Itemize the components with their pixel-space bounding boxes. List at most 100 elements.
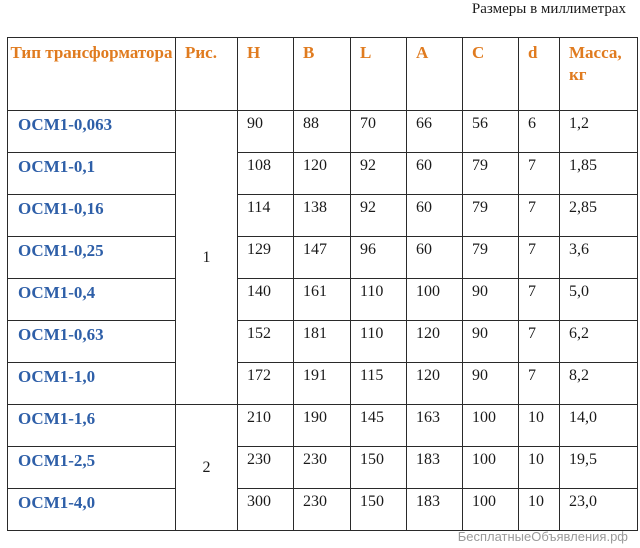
cell-l: 110 [350, 278, 407, 321]
cell-c: 90 [462, 362, 519, 405]
cell-h: 140 [237, 278, 294, 321]
cell-c: 100 [462, 404, 519, 447]
header-type: Тип трансформатора [7, 37, 176, 111]
cell-fig: 2 [175, 404, 238, 531]
table-body: ОСМ1-0,063 1 90 88 70 66 56 6 1,2 ОСМ1-0,1 108 120 9… [7, 110, 638, 531]
cell-l: 92 [350, 194, 407, 237]
cell-d: 7 [518, 236, 560, 279]
cell-c: 90 [462, 278, 519, 321]
cell-type: ОСМ1-0,4 [7, 278, 176, 321]
units-caption: Размеры в миллиметрах [471, 1, 626, 17]
cell-l: 150 [350, 488, 407, 531]
table-row: ОСМ1-2,5 230 230 150 183 100 10 19,5 [7, 446, 638, 489]
cell-d: 6 [518, 110, 560, 153]
cell-mass: 1,2 [559, 110, 638, 153]
cell-mass: 8,2 [559, 362, 638, 405]
cell-c: 100 [462, 446, 519, 489]
cell-b: 88 [293, 110, 351, 153]
cell-b: 147 [293, 236, 351, 279]
header-a: A [406, 37, 463, 111]
cell-d: 7 [518, 152, 560, 195]
header-fig: Рис. [175, 37, 238, 111]
cell-b: 230 [293, 446, 351, 489]
header-l: L [350, 37, 407, 111]
cell-a: 66 [406, 110, 463, 153]
cell-d: 10 [518, 404, 560, 447]
cell-c: 79 [462, 194, 519, 237]
table-row: ОСМ1-4,0 300 230 150 183 100 10 23,0 [7, 488, 638, 531]
cell-a: 183 [406, 488, 463, 531]
cell-type: ОСМ1-0,63 [7, 320, 176, 363]
header-mass: Масса, кг [559, 37, 638, 111]
cell-d: 7 [518, 278, 560, 321]
table-row: ОСМ1-1,6 2 210 190 145 163 100 10 14,0 [7, 404, 638, 531]
cell-type: ОСМ1-1,0 [7, 362, 176, 405]
cell-l: 110 [350, 320, 407, 363]
cell-d: 7 [518, 320, 560, 363]
table-row: ОСМ1-0,63 152 181 110 120 90 7 6,2 [7, 320, 638, 363]
cell-h: 114 [237, 194, 294, 237]
header-b: B [293, 37, 351, 111]
cell-mass: 5,0 [559, 278, 638, 321]
cell-d: 7 [518, 362, 560, 405]
cell-mass: 23,0 [559, 488, 638, 531]
cell-type: ОСМ1-2,5 [7, 446, 176, 489]
cell-h: 230 [237, 446, 294, 489]
cell-mass: 3,6 [559, 236, 638, 279]
cell-type: ОСМ1-1,6 [7, 404, 176, 447]
cell-d: 10 [518, 488, 560, 531]
cell-a: 163 [406, 404, 463, 447]
cell-b: 230 [293, 488, 351, 531]
table-row: ОСМ1-0,25 129 147 96 60 79 7 3,6 [7, 236, 638, 279]
cell-type: ОСМ1-4,0 [7, 488, 176, 531]
cell-c: 90 [462, 320, 519, 363]
dimensions-table: Тип трансформатора Рис. H B L A C d Масс… [7, 37, 638, 531]
table-row: ОСМ1-0,063 1 90 88 70 66 56 6 1,2 [7, 110, 638, 405]
cell-a: 183 [406, 446, 463, 489]
cell-h: 300 [237, 488, 294, 531]
table-row: ОСМ1-0,4 140 161 110 100 90 7 5,0 [7, 278, 638, 321]
cell-a: 120 [406, 320, 463, 363]
cell-a: 60 [406, 236, 463, 279]
cell-type: ОСМ1-0,16 [7, 194, 176, 237]
cell-l: 92 [350, 152, 407, 195]
cell-c: 56 [462, 110, 519, 153]
watermark: БесплатныеОбъявления.рф [457, 529, 628, 544]
header-h: H [237, 37, 294, 111]
cell-h: 210 [237, 404, 294, 447]
cell-h: 172 [237, 362, 294, 405]
cell-c: 79 [462, 236, 519, 279]
cell-c: 79 [462, 152, 519, 195]
cell-mass: 6,2 [559, 320, 638, 363]
table-row: ОСМ1-0,16 114 138 92 60 79 7 2,85 [7, 194, 638, 237]
cell-b: 161 [293, 278, 351, 321]
cell-l: 145 [350, 404, 407, 447]
cell-mass: 1,85 [559, 152, 638, 195]
cell-type: ОСМ1-0,1 [7, 152, 176, 195]
cell-mass: 2,85 [559, 194, 638, 237]
cell-l: 96 [350, 236, 407, 279]
table-row: ОСМ1-0,1 108 120 92 60 79 7 1,85 [7, 152, 638, 195]
header-row: Тип трансформатора Рис. H B L A C d Масс… [7, 37, 638, 111]
header-d: d [518, 37, 560, 111]
cell-h: 129 [237, 236, 294, 279]
cell-b: 120 [293, 152, 351, 195]
cell-type: ОСМ1-0,063 [7, 110, 176, 153]
cell-c: 100 [462, 488, 519, 531]
cell-l: 70 [350, 110, 407, 153]
cell-h: 90 [237, 110, 294, 153]
cell-a: 120 [406, 362, 463, 405]
cell-l: 150 [350, 446, 407, 489]
cell-fig: 1 [175, 110, 238, 405]
cell-d: 10 [518, 446, 560, 489]
cell-a: 100 [406, 278, 463, 321]
cell-b: 190 [293, 404, 351, 447]
cell-a: 60 [406, 194, 463, 237]
cell-mass: 14,0 [559, 404, 638, 447]
table-row: ОСМ1-1,0 172 191 115 120 90 7 8,2 [7, 362, 638, 405]
cell-d: 7 [518, 194, 560, 237]
cell-h: 152 [237, 320, 294, 363]
cell-h: 108 [237, 152, 294, 195]
cell-a: 60 [406, 152, 463, 195]
cell-b: 138 [293, 194, 351, 237]
